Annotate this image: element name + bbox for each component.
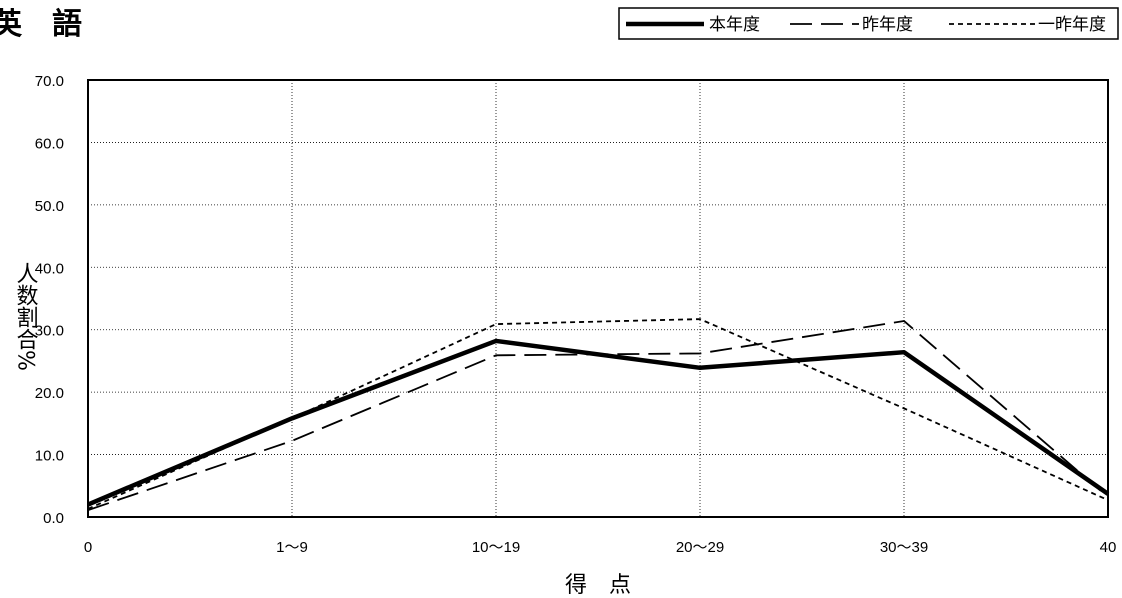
legend-label-2: 一昨年度 xyxy=(1038,15,1106,35)
plot-frame xyxy=(87,79,1109,518)
series-line-2 xyxy=(87,318,1109,510)
y-tick-label: 60.0 xyxy=(35,135,64,152)
y-axis-label: 人数割合% xyxy=(13,262,39,371)
x-tick-label: 30〜39 xyxy=(880,539,928,556)
y-tick-label: 30.0 xyxy=(35,323,64,340)
x-tick-label: 0 xyxy=(84,539,92,556)
x-tick-label: 40 xyxy=(1100,539,1117,556)
y-tick-label: 10.0 xyxy=(35,448,64,465)
x-tick-label: 20〜29 xyxy=(676,539,724,556)
legend-label-0: 本年度 xyxy=(709,15,760,35)
y-tick-label: 70.0 xyxy=(35,73,64,90)
x-axis-label: 得 点 xyxy=(565,573,631,598)
y-tick-label: 40.0 xyxy=(35,260,64,277)
y-tick-label: 20.0 xyxy=(35,385,64,402)
legend: 本年度 昨年度 一昨年度 xyxy=(618,7,1119,40)
chart-title: 英 語 xyxy=(0,7,82,42)
y-axis-ticks: 0.0 10.0 20.0 30.0 40.0 50.0 60.0 70.0 xyxy=(35,73,64,527)
y-tick-label: 50.0 xyxy=(35,198,64,215)
legend-label-1: 昨年度 xyxy=(862,15,913,35)
grid xyxy=(87,79,1109,518)
y-tick-label: 0.0 xyxy=(43,510,64,527)
x-tick-label: 10〜19 xyxy=(472,539,520,556)
series-lines xyxy=(87,318,1110,511)
x-axis-ticks: 0 1〜9 10〜19 20〜29 30〜39 40 xyxy=(84,539,1117,556)
x-tick-label: 1〜9 xyxy=(276,539,308,556)
series-line-1 xyxy=(87,320,1109,511)
